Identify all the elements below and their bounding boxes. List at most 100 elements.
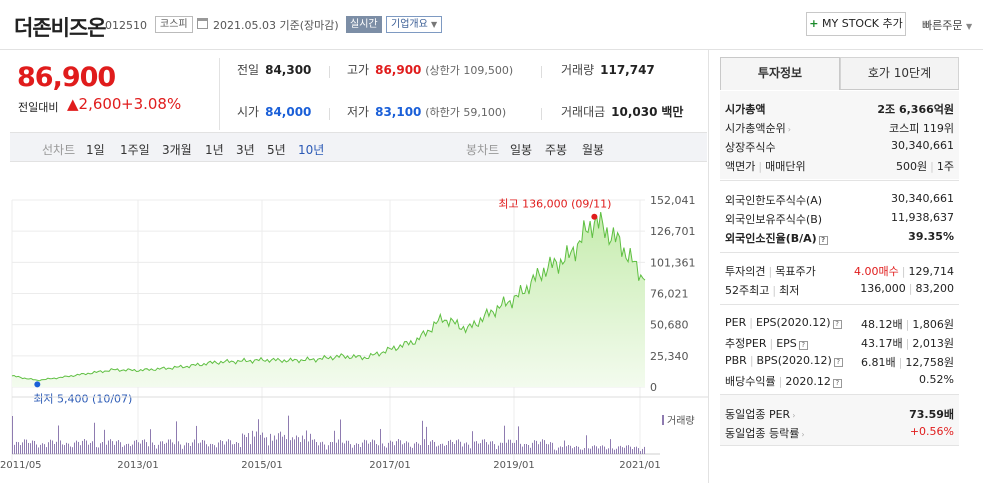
volume-bar [158,444,159,454]
volume-bar [598,448,599,454]
period-1d[interactable]: 1일 [86,143,105,157]
divider [541,108,542,120]
line-chart-label: 선차트 [42,143,76,157]
volume-bar [602,445,603,454]
help-icon[interactable]: ? [798,341,808,350]
est-eps-value: 2,013원 [912,337,954,350]
chevron-right-icon: › [787,125,791,134]
volume-bar [104,429,105,454]
row-opinion: 투자의견 | 목표주가 4.00매수 | 129,714 [725,261,954,279]
volume-bar [132,444,133,454]
help-icon[interactable]: ? [832,320,842,329]
volume-bar [358,443,359,454]
period-3m[interactable]: 3개월 [162,143,192,157]
volume-bar [48,442,49,454]
volume-bar [446,445,447,454]
volume-bar [94,422,95,454]
volume-bar [192,442,193,454]
volume-bar [172,442,173,454]
prev-compare-label: 전일대비 [18,101,59,114]
volume-bar [364,439,365,454]
divider [840,89,959,90]
volume-bar [584,448,585,454]
volume-bar [512,442,513,454]
row-industry-per[interactable]: 동일업종 PER › 73.59배 [725,404,954,422]
volume-bar [270,433,271,454]
volume-bar [262,432,263,454]
row-industry-rate[interactable]: 동일업종 등락률 › +0.56% [725,423,954,441]
period-10y[interactable]: 10년 [298,143,325,157]
volume-bar [200,442,201,454]
est-per-label: 추정PER [725,337,767,350]
volume-bar [180,444,181,454]
row-value: 39.35% [908,230,954,243]
volume-bar [504,425,505,454]
volume-bar [116,441,117,454]
period-5y[interactable]: 5년 [267,143,286,157]
period-3y[interactable]: 3년 [236,143,255,157]
volume-bar [418,443,419,454]
volume-bar [126,444,127,454]
volume-bar [576,445,577,454]
divider [329,108,330,120]
volume-bar [560,446,561,454]
candle-daily[interactable]: 일봉 [510,143,533,157]
stat-label: 전일 [237,63,260,77]
my-stock-add-button[interactable]: + MY STOCK 추가 [806,12,906,36]
realtime-button[interactable]: 실시간 [346,16,382,33]
row-cap-rank[interactable]: 시가총액순위 › 코스피 119위 [725,118,954,136]
help-icon[interactable]: ? [833,358,843,367]
row-label: PBR | BPS(2020.12)? [725,354,843,367]
volume-bar [264,437,265,454]
upper-limit: (상한가 109,500) [425,64,514,77]
help-icon[interactable]: ? [832,379,842,388]
volume-bar [278,433,279,454]
volume-bar [482,439,483,454]
volume-bar [424,439,425,454]
volume-bar [392,441,393,454]
volume-bar [330,442,331,454]
row-pbr-bps: PBR | BPS(2020.12)? 6.81배 | 12,758원 [725,352,954,370]
volume-bar [302,435,303,454]
volume-bar [426,426,427,454]
company-overview-dropdown[interactable]: 기업개요 ▼ [386,16,443,33]
volume-bar [102,442,103,454]
row-label: 동일업종 PER › [725,406,795,422]
volume-bar [434,441,435,454]
tab-invest-info[interactable]: 투자정보 [720,57,840,90]
y-tick-label: 76,021 [650,288,689,301]
volume-bar [282,436,283,454]
price-line [11,212,646,382]
volume-bar [610,439,611,454]
volume-bar [450,439,451,454]
volume-bar [88,444,89,454]
volume-bar [614,449,615,454]
candle-monthly[interactable]: 월봉 [582,143,605,157]
volume-bar [190,445,191,454]
volume-bar [26,439,27,454]
volume-bar [72,447,73,454]
opinion-value: 4.00매수 [854,265,899,278]
quick-order-dropdown[interactable]: 빠른주문 ▼ [922,17,972,33]
volume-bar [212,444,213,454]
row-value: 코스피 119위 [889,122,954,135]
row-dividend: 배당수익률 | 2020.12? 0.52% [725,371,954,389]
tab-quote-10[interactable]: 호가 10단계 [840,57,959,90]
candle-weekly[interactable]: 주봉 [545,143,568,157]
period-1y[interactable]: 1년 [205,143,224,157]
period-1w[interactable]: 1주일 [120,143,150,157]
volume-bar [66,442,67,454]
volume-bar [344,443,345,454]
volume-bar [520,443,521,454]
industry-rate-label: 동일업종 등락률 [725,427,800,440]
stat-label: 거래량 [561,63,595,77]
volume-bar [402,444,403,454]
help-icon[interactable]: ? [818,236,828,245]
price-chart-svg: 152,041 126,701 101,361 76,021 50,680 25,340 0… [0,194,708,471]
volume-bar [276,439,277,454]
volume-bar [184,445,185,454]
volume-bar [404,443,405,454]
divider [219,58,220,130]
volume-bar [368,443,369,454]
volume-bar [340,419,341,454]
